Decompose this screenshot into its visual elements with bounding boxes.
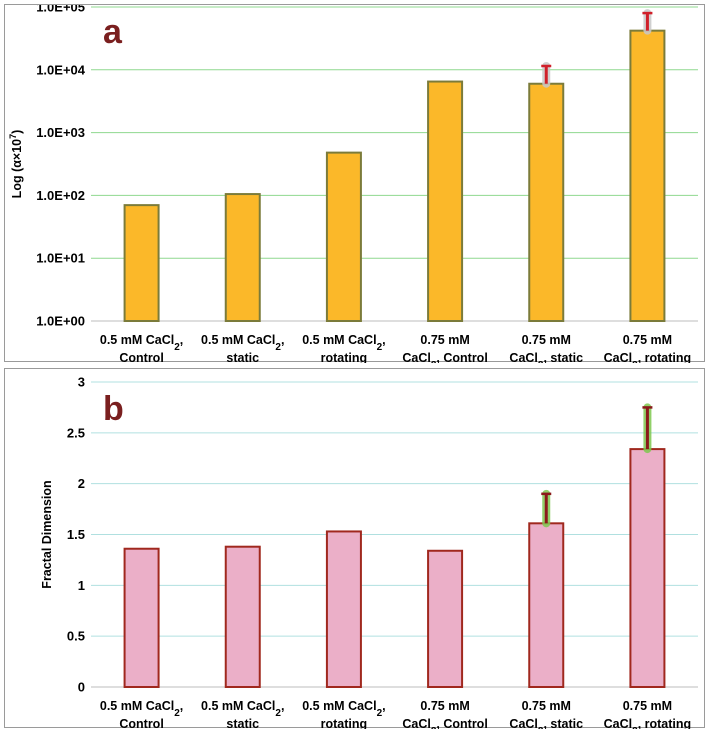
x-category-label-line2: CaCl2, rotating — [604, 351, 692, 363]
bar — [629, 448, 666, 688]
panel-letter: a — [103, 13, 123, 51]
x-category-label-line1: 0.5 mM CaCl2, — [302, 699, 385, 719]
chart-a-svg: 1.0E+00 1.0E+01 1.0E+02 1.0E+03 1.0E+04 1.0E+… — [8, 5, 698, 363]
x-category-label-line2: CaCl2, Control — [402, 717, 487, 729]
x-category-label-line1: 0.75 mM — [420, 333, 469, 347]
y-tick-label: 0 — [78, 680, 85, 695]
x-category-label-line2: CaCl2, rotating — [604, 717, 692, 729]
x-category-label-line1: 0.5 mM CaCl2, — [201, 699, 284, 719]
chart-panel-b: 0 0.5 1 1.5 2 2.5 3 Fractal Dimension 0.5 mM CaC… — [4, 368, 705, 729]
y-tick-label: 1.0E+01 — [36, 251, 85, 266]
x-category-label-line2: static — [226, 717, 259, 729]
x-category-label-line1: 0.75 mM — [420, 699, 469, 713]
y-tick-labels: 1.0E+00 1.0E+01 1.0E+02 1.0E+03 1.0E+04 1.0E+… — [36, 5, 86, 329]
x-category-label-line1: 0.5 mM CaCl2, — [100, 333, 183, 353]
y-tick-label: 1.0E+03 — [36, 125, 85, 140]
error-bars — [541, 403, 653, 528]
gridlines — [91, 6, 698, 259]
x-category-label-line2: CaCl2, Control — [402, 351, 487, 363]
x-category-label-line1: 0.75 mM — [522, 333, 571, 347]
x-category-label-line1: 0.75 mM — [522, 699, 571, 713]
bar — [427, 549, 464, 688]
y-tick-label: 1.0E+05 — [36, 5, 85, 15]
bar — [325, 151, 362, 322]
bar — [325, 530, 362, 688]
y-tick-labels: 0 0.5 1 1.5 2 2.5 3 — [67, 375, 85, 695]
x-category-label-line1: 0.75 mM — [623, 333, 672, 347]
bar — [123, 204, 160, 322]
y-tick-label: 2 — [78, 476, 85, 491]
gridlines — [91, 381, 698, 637]
bar — [224, 193, 261, 322]
y-tick-label: 1.0E+00 — [36, 314, 85, 329]
x-category-label-line2: CaCl2, static — [509, 351, 583, 363]
error-bars — [541, 9, 653, 88]
bar — [123, 547, 160, 688]
x-category-label-line1: 0.5 mM CaCl2, — [302, 333, 385, 353]
bar — [224, 545, 261, 688]
y-tick-label: 1 — [78, 578, 85, 593]
chart-b-svg: 0 0.5 1 1.5 2 2.5 3 Fractal Dimension 0.5 mM CaC… — [40, 375, 698, 729]
x-category-label-line2: CaCl2, static — [509, 717, 583, 729]
y-tick-label: 3 — [78, 375, 85, 390]
y-tick-label: 1.0E+02 — [36, 188, 85, 203]
y-axis-label: Fractal Dimension — [40, 480, 54, 588]
chart-panel-a: 1.0E+00 1.0E+01 1.0E+02 1.0E+03 1.0E+04 1.0E+… — [4, 4, 705, 363]
y-tick-label: 0.5 — [67, 629, 85, 644]
y-axis-label: Log (α×107) — [8, 130, 24, 199]
bar — [629, 29, 666, 323]
x-category-label-line2: rotating — [321, 717, 368, 729]
x-category-label-line2: rotating — [321, 351, 368, 363]
bars — [123, 29, 666, 323]
bar — [528, 82, 565, 322]
y-tick-label: 1.5 — [67, 527, 85, 542]
y-tick-label: 1.0E+04 — [36, 62, 86, 77]
bars — [123, 448, 666, 688]
x-category-label-line1: 0.75 mM — [623, 699, 672, 713]
x-category-label-line2: Control — [119, 351, 163, 363]
bar — [528, 522, 565, 688]
bar — [427, 80, 464, 322]
x-category-label-line1: 0.5 mM CaCl2, — [100, 699, 183, 719]
y-tick-label: 2.5 — [67, 425, 85, 440]
x-category-label-line2: Control — [119, 717, 163, 729]
x-category-label-line1: 0.5 mM CaCl2, — [201, 333, 284, 353]
x-category-label-line2: static — [226, 351, 259, 363]
panel-letter: b — [103, 390, 124, 428]
